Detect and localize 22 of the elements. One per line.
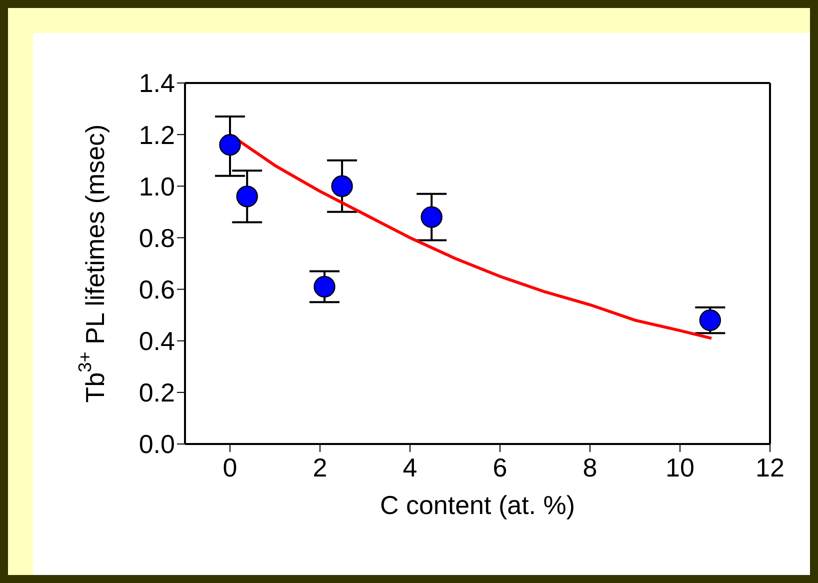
y-tick-label: 0.2 xyxy=(138,378,175,408)
y-tick-label: 1.0 xyxy=(138,171,175,202)
y-tick-label: 1.4 xyxy=(138,68,175,98)
point xyxy=(699,309,721,332)
y-tick-label: 0.6 xyxy=(138,274,175,305)
x-tick-label: 12 xyxy=(756,452,784,482)
x-tick-label: 10 xyxy=(666,452,694,482)
y-tick-label: 0.4 xyxy=(138,326,175,356)
y-tick-label: 0.0 xyxy=(138,429,175,460)
point xyxy=(420,206,442,228)
point xyxy=(314,276,336,298)
x-tick-label: 0 xyxy=(222,452,238,482)
x-tick-label: 8 xyxy=(582,452,598,482)
y-tick-label: 1.2 xyxy=(138,120,175,150)
y-tick-label: 0.8 xyxy=(138,222,175,253)
x-tick-label: 2 xyxy=(312,452,328,482)
x-axis-title: C content (at. %) xyxy=(380,490,576,520)
point xyxy=(331,175,353,197)
x-tick-label: 4 xyxy=(402,452,418,482)
x-tick-label: 6 xyxy=(492,452,508,482)
point xyxy=(219,134,241,156)
point xyxy=(236,186,258,208)
